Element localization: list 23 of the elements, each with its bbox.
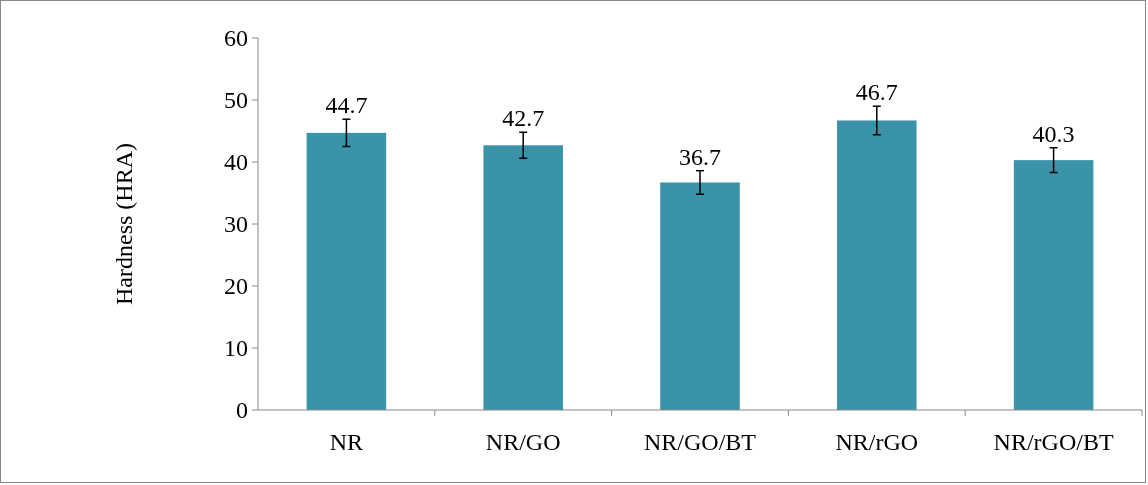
y-axis-title: Hardness (HRA) xyxy=(111,143,137,305)
y-tick-label: 30 xyxy=(224,211,248,238)
bar xyxy=(306,132,387,410)
y-tick-label: 20 xyxy=(224,273,248,300)
x-tick-label: NR xyxy=(329,429,364,455)
data-label: 46.7 xyxy=(855,79,898,106)
x-tick-label: NR/GO xyxy=(485,429,561,455)
data-label: 40.3 xyxy=(1032,120,1075,147)
bar xyxy=(837,120,917,410)
x-tick-label: NR/GO/BT xyxy=(643,429,757,455)
y-tick-label: 60 xyxy=(224,25,248,52)
bar xyxy=(483,145,563,410)
data-label: 36.7 xyxy=(679,143,721,170)
data-label: 44.7 xyxy=(325,92,368,119)
y-tick-label: 40 xyxy=(224,149,248,176)
y-tick-label: 10 xyxy=(224,335,248,362)
y-tick-label: 0 xyxy=(236,397,248,424)
x-tick-label: NR/rGO xyxy=(835,429,919,455)
x-tick-label: NR/rGO/BT xyxy=(993,429,1114,455)
y-tick-label: 50 xyxy=(224,87,248,114)
bar xyxy=(1013,160,1094,410)
data-label: 42.7 xyxy=(502,105,545,132)
bar xyxy=(660,182,740,410)
